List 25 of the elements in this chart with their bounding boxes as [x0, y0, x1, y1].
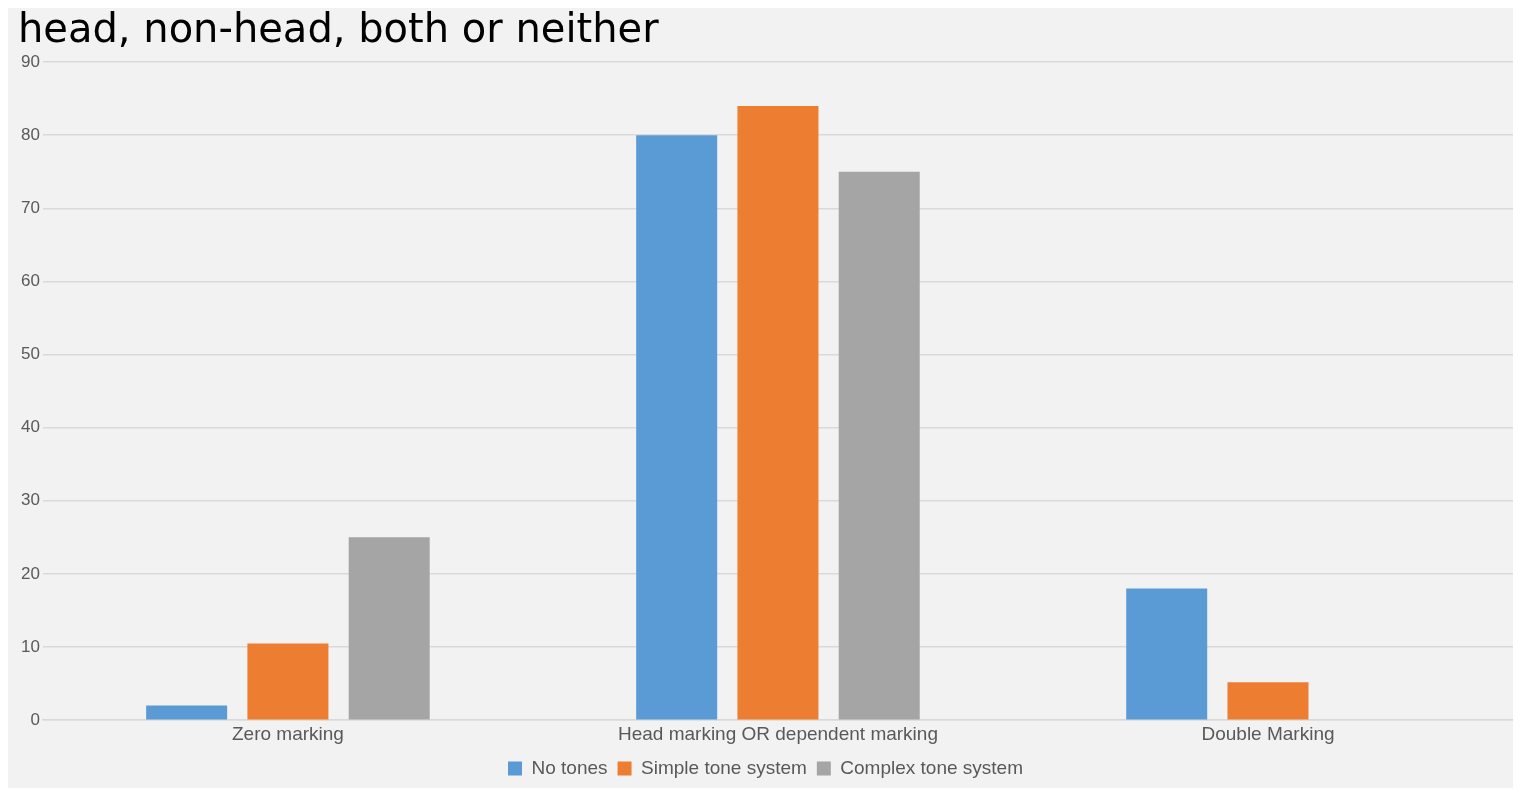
y-tick-label: 60: [20, 271, 40, 291]
y-tick-label: 50: [20, 344, 40, 364]
legend-label: No tones: [531, 756, 608, 778]
bar: [636, 135, 718, 720]
y-tick-label: 90: [20, 51, 40, 71]
y-tick-label: 80: [20, 124, 40, 144]
bar: [838, 171, 920, 720]
bar: [1227, 682, 1309, 720]
y-tick-label: 0: [30, 709, 40, 729]
x-tick-label: Double Marking: [1201, 722, 1335, 744]
bar: [146, 705, 228, 720]
x-tick-label: Head marking OR dependent marking: [617, 722, 938, 744]
legend-label: Complex tone system: [840, 756, 1024, 778]
y-tick-label: 40: [20, 417, 40, 437]
x-tick-label: Zero marking: [231, 722, 344, 744]
bar: [737, 105, 819, 720]
bar: [348, 537, 430, 720]
y-tick-label: 10: [20, 636, 40, 656]
y-tick-label: 20: [20, 563, 40, 583]
chart-title: head, non-head, both or neither: [18, 5, 660, 52]
y-tick-label: 70: [20, 197, 40, 217]
legend-label: Simple tone system: [641, 756, 807, 778]
bar: [247, 643, 329, 720]
bar: [1126, 588, 1208, 720]
y-tick-label: 30: [20, 490, 40, 510]
